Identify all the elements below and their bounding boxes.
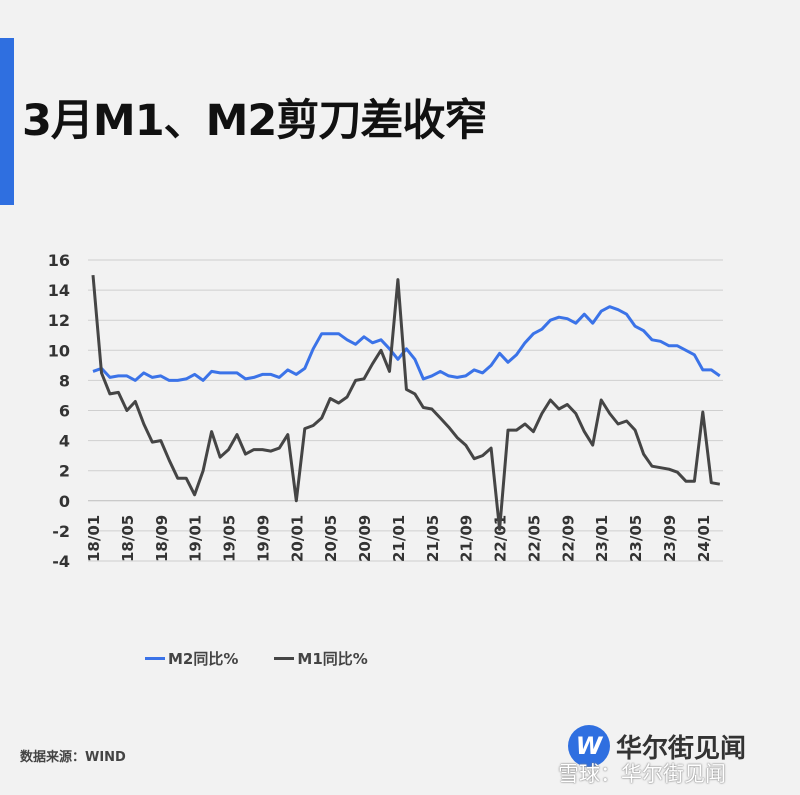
series-line-m2 [92, 305, 721, 382]
page-title: 3月M1、M2剪刀差收窄 [22, 96, 487, 146]
y-tick-label: 10 [48, 341, 70, 360]
x-tick-label: 23/05 [627, 515, 645, 562]
y-tick-label: 4 [59, 432, 70, 451]
x-tick-label: 22/01 [492, 515, 510, 562]
x-tick-label: 19/05 [221, 515, 239, 562]
y-tick-label: -2 [52, 522, 70, 541]
y-tick-label: 0 [59, 492, 70, 511]
legend-swatch-m2 [145, 657, 165, 660]
x-tick-label: 23/01 [593, 515, 611, 562]
x-tick-label: 18/09 [153, 515, 171, 562]
legend-swatch-m1 [274, 657, 295, 660]
watermark: 雪球：华尔街见闻 [558, 762, 726, 786]
y-tick-label: 8 [59, 371, 70, 390]
y-tick-label: 14 [48, 281, 70, 300]
x-tick-label: 21/05 [424, 515, 442, 562]
logo-mark-icon: W [568, 725, 610, 767]
logo-name: 华尔街见闻 [616, 733, 747, 764]
x-tick-label: 19/01 [187, 515, 205, 562]
y-tick-label: -4 [52, 552, 70, 571]
y-tick-label: 16 [48, 251, 70, 270]
legend: M2同比% M1同比% [145, 648, 368, 669]
legend-label-m1: M1同比% [297, 650, 368, 668]
x-tick-label: 22/09 [559, 515, 577, 562]
x-tick-label: 19/09 [254, 515, 272, 562]
data-source: 数据来源：WIND [20, 750, 126, 765]
x-tick-label: 20/09 [356, 515, 374, 562]
x-tick-label: 20/01 [288, 515, 306, 562]
title-accent-bar [0, 38, 14, 205]
x-tick-label: 24/01 [695, 515, 713, 562]
x-tick-label: 18/05 [119, 515, 137, 562]
x-tick-label: 22/05 [525, 515, 543, 562]
x-tick-label: 18/01 [85, 515, 103, 562]
y-tick-label: 12 [48, 311, 70, 330]
brand-logo: W 华尔街见闻 [568, 725, 746, 767]
legend-item-m2: M2同比% [145, 648, 238, 669]
x-tick-label: 21/09 [458, 515, 476, 562]
legend-label-m2: M2同比% [168, 650, 239, 668]
legend-item-m1: M1同比% [274, 648, 368, 669]
x-tick-label: 20/05 [322, 515, 340, 562]
x-tick-label: 21/01 [390, 515, 408, 562]
line-chart: 16 14 12 10 8 6 4 2 0 -2 -4 18/01 18/05 18/09 19/01 19… [48, 251, 723, 571]
x-tick-label: 23/09 [661, 515, 679, 562]
y-tick-label: 6 [59, 402, 70, 421]
y-tick-label: 2 [59, 462, 70, 481]
